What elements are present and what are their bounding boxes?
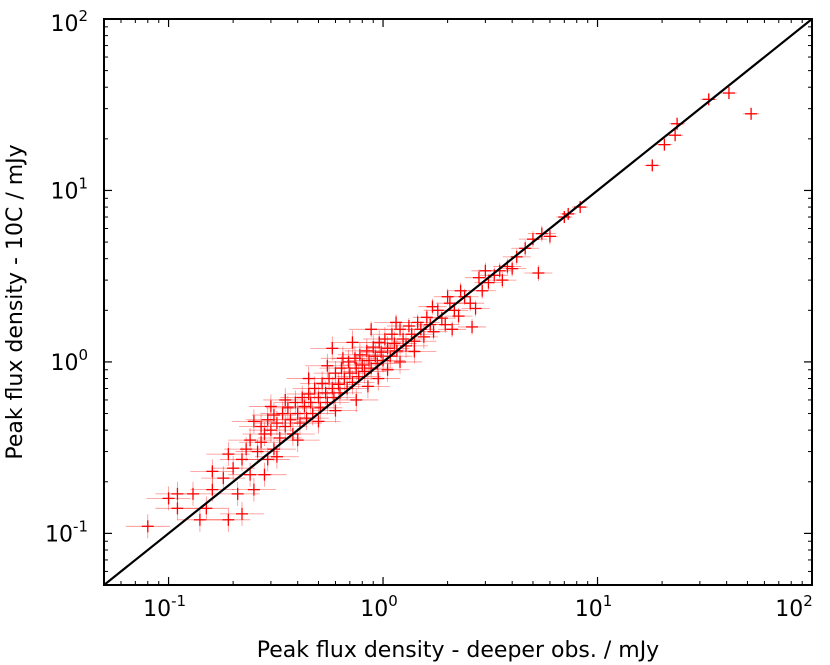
data-point — [349, 321, 394, 338]
data-point — [656, 138, 673, 151]
data-point — [248, 394, 293, 419]
data-point — [431, 316, 460, 333]
data-point — [438, 321, 467, 338]
data-point — [369, 322, 414, 347]
data-point — [541, 228, 558, 245]
data-point — [667, 129, 684, 142]
data-point — [433, 288, 462, 305]
data-point — [386, 317, 431, 334]
data-point — [418, 298, 447, 315]
data-point — [155, 496, 200, 521]
data-point — [337, 342, 382, 367]
data-point — [743, 107, 760, 120]
data-point — [303, 380, 348, 405]
data-point — [211, 456, 256, 481]
data-point — [320, 346, 365, 371]
data-point — [700, 93, 717, 106]
y-tick-label: 102 — [50, 7, 88, 37]
x-tick-label: 101 — [575, 592, 613, 622]
y-tick-label: 100 — [50, 346, 88, 376]
data-point — [171, 481, 216, 506]
y-tick-label: 10-1 — [45, 517, 88, 547]
data-point — [644, 159, 661, 172]
data-point — [412, 309, 441, 326]
data-point — [275, 428, 320, 453]
data-point — [461, 300, 490, 317]
data-point — [446, 282, 475, 299]
data-point — [456, 295, 485, 312]
data-point — [316, 372, 361, 397]
data-point — [268, 407, 313, 432]
data-point — [572, 201, 589, 214]
data-point — [524, 265, 553, 282]
data-point — [334, 387, 379, 412]
data-point — [220, 447, 265, 472]
x-axis-title: Peak flux density - deeper obs. / mJy — [257, 638, 659, 663]
data-point — [245, 407, 290, 432]
data-point — [458, 318, 487, 335]
data-point — [378, 321, 423, 338]
data-point — [125, 514, 170, 539]
data-point — [228, 428, 273, 453]
data-point — [242, 462, 287, 487]
plot-frame — [103, 18, 813, 586]
data-point — [206, 507, 251, 532]
data-point — [146, 486, 191, 511]
data-point — [419, 323, 448, 340]
data-point — [190, 459, 235, 484]
data-point — [325, 376, 370, 401]
data-point — [471, 262, 500, 279]
data-point — [444, 308, 473, 325]
data-point — [263, 387, 308, 412]
data-point — [257, 426, 302, 451]
data-point — [231, 477, 276, 502]
data-point — [488, 272, 517, 289]
data-point — [220, 501, 265, 526]
data-point — [720, 87, 737, 100]
data-point — [378, 349, 423, 374]
data-point — [330, 330, 375, 355]
data-point — [215, 481, 260, 506]
data-point — [361, 348, 406, 373]
data-point — [206, 442, 251, 467]
y-tick-label: 101 — [50, 174, 88, 204]
data-point — [326, 349, 371, 374]
x-tick-label: 102 — [775, 592, 813, 622]
data-point — [224, 437, 269, 462]
one-to-one-line — [104, 19, 812, 585]
data-point — [190, 477, 235, 502]
data-point — [296, 385, 341, 410]
data-point — [231, 409, 276, 434]
data-point — [254, 444, 299, 469]
data-point — [389, 322, 434, 347]
x-tick-label: 100 — [360, 592, 398, 622]
y-axis-title: Peak flux density - 10C / mJy — [3, 144, 28, 459]
x-tick-label: 10-1 — [143, 592, 186, 622]
data-point — [392, 339, 437, 364]
data-point — [374, 314, 419, 331]
data-point — [305, 353, 350, 378]
data-point — [498, 260, 527, 277]
data-point — [342, 359, 387, 384]
data-point — [310, 336, 355, 361]
data-point — [300, 371, 345, 396]
data-point — [254, 411, 299, 436]
data-point — [286, 366, 331, 391]
data-point — [282, 394, 327, 419]
